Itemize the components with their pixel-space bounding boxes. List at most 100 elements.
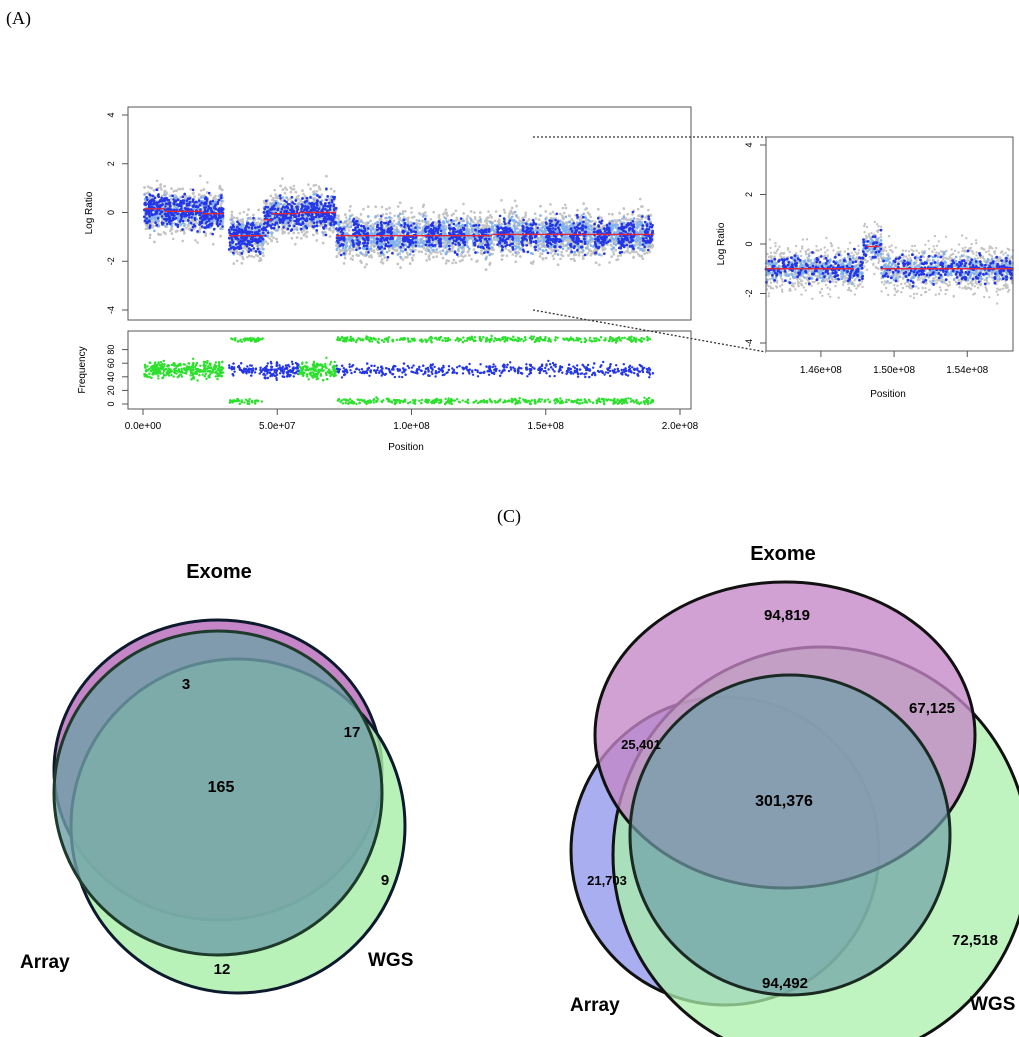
main-cn-point — [607, 212, 611, 216]
main-cn-point — [537, 218, 541, 221]
main-cn-point — [458, 259, 462, 263]
main-cn-point — [552, 257, 556, 261]
main-cn-point — [494, 210, 498, 213]
main-cn-point — [614, 219, 617, 222]
main-cn-point — [260, 218, 263, 221]
main-cn-point — [420, 250, 424, 254]
main-cn-point — [294, 242, 297, 246]
main-cn-point — [533, 212, 537, 215]
main-cn-point — [238, 212, 242, 215]
main-cn-point — [620, 220, 623, 224]
main-cn-point — [524, 211, 527, 215]
main-cn-point — [404, 210, 407, 213]
main-cn-point — [626, 246, 630, 250]
main-cn-point — [508, 211, 512, 215]
main-cn-point — [292, 184, 296, 188]
main-cn-point — [328, 197, 331, 201]
main-cn-point — [565, 221, 568, 224]
main-cn-point — [221, 188, 224, 192]
main-cn-point — [424, 252, 428, 256]
main-cn-point — [549, 212, 552, 215]
main-cn-point — [582, 202, 585, 205]
main-cn-point — [472, 248, 476, 251]
main-cn-point — [551, 254, 555, 258]
main-cn-point — [357, 254, 360, 257]
main-cn-point — [362, 207, 365, 211]
main-cn-point — [191, 192, 195, 195]
main-cn-point — [395, 222, 398, 226]
main-cn-point — [246, 255, 249, 259]
main-cn-point — [493, 219, 497, 223]
main-cn-point — [439, 252, 443, 256]
main-cn-point — [455, 218, 459, 221]
main-cn-point — [321, 241, 325, 245]
main-cn-point — [576, 209, 579, 212]
main-cn-point — [523, 215, 527, 219]
main-cn-point — [337, 214, 340, 218]
main-cn-point — [559, 212, 562, 216]
main-cn-point — [357, 217, 360, 221]
main-cn-point — [367, 205, 370, 208]
main-cn-point — [194, 239, 197, 242]
main-cn-point — [573, 259, 576, 263]
main-cn-point — [466, 214, 470, 218]
main-cn-point — [616, 258, 620, 261]
main-cn-point — [644, 216, 647, 219]
main-cn-point — [488, 263, 492, 266]
main-cn-point — [380, 258, 384, 261]
main-cn-point — [500, 258, 504, 261]
main-cn-point — [300, 230, 304, 234]
main-cn-point — [200, 189, 203, 192]
main-cn-point — [235, 259, 239, 263]
main-cn-point — [427, 255, 431, 259]
main-cn-point — [297, 231, 300, 235]
main-cn-point — [335, 255, 339, 258]
main-cn-point — [563, 203, 567, 207]
main-cn-point — [450, 249, 454, 253]
main-cn-point — [562, 211, 566, 215]
main-cn-point — [374, 205, 378, 209]
main-cn-point — [428, 258, 431, 261]
main-cn-point — [469, 210, 473, 213]
main-cn-point — [626, 249, 629, 252]
main-cn-point — [626, 212, 629, 216]
main-cn-point — [625, 228, 628, 231]
main-cn-point — [322, 233, 326, 237]
main-cn-point — [570, 218, 574, 221]
main-cn-point — [641, 205, 644, 208]
main-cn-point — [418, 222, 422, 226]
main-cn-point — [411, 259, 415, 262]
main-cn-point — [541, 252, 544, 256]
main-cn-point — [451, 261, 454, 265]
main-cn-point — [612, 250, 615, 254]
main-cn-point — [270, 234, 274, 238]
main-cn-point — [181, 187, 185, 191]
main-cn-point — [329, 187, 333, 191]
main-cn-point — [492, 243, 496, 246]
main-cn-point — [622, 207, 626, 210]
main-cn-point — [445, 212, 448, 216]
main-cn-point — [631, 213, 634, 216]
main-cn-point — [287, 231, 291, 235]
main-cn-point — [290, 236, 294, 240]
main-cn-point — [424, 211, 427, 214]
main-cn-point — [497, 218, 501, 221]
main-cn-point — [427, 222, 430, 226]
main-cn-point — [385, 212, 388, 216]
main-cn-point — [438, 250, 442, 253]
main-cn-point — [611, 213, 614, 216]
main-cn-point — [490, 248, 494, 251]
main-cn-point — [614, 248, 618, 252]
main-cn-point — [275, 195, 279, 198]
main-cn-point — [567, 254, 570, 257]
main-cn-point — [487, 210, 490, 213]
main-cn-point — [532, 260, 535, 263]
main-cn-point — [602, 224, 606, 228]
main-cn-point — [302, 233, 306, 237]
main-cn-point — [445, 259, 449, 262]
main-cn-point — [385, 259, 389, 262]
main-cn-point — [185, 226, 188, 230]
main-cn-point — [636, 218, 639, 221]
main-cn-point — [393, 214, 397, 218]
